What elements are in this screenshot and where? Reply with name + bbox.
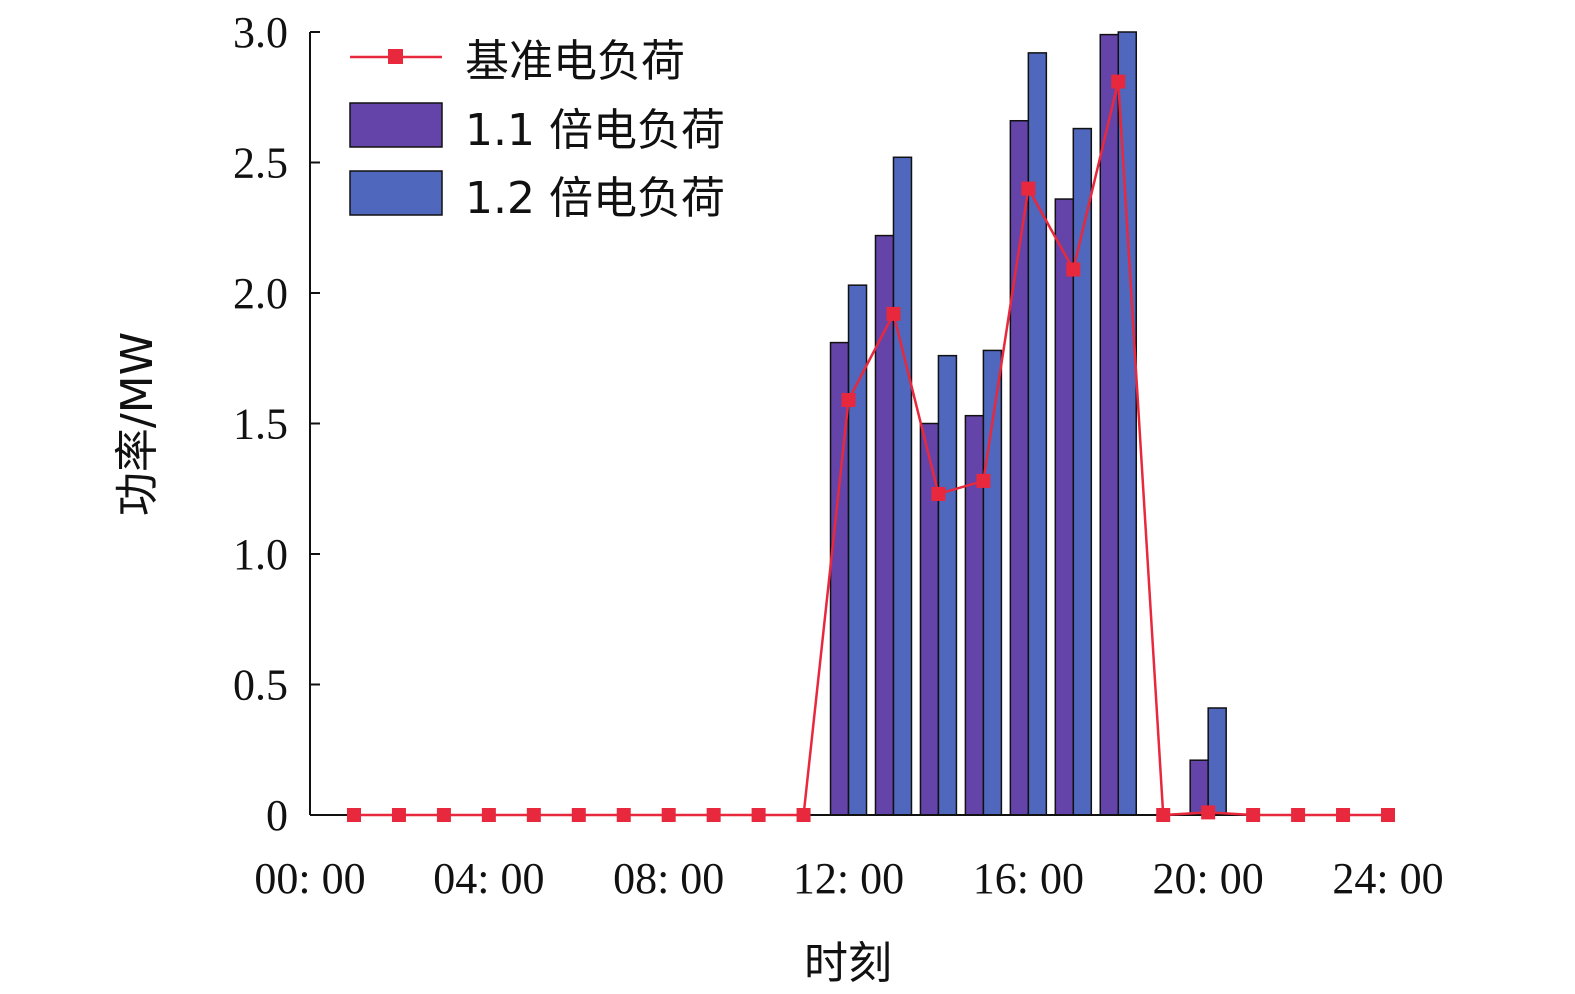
baseline-point bbox=[841, 393, 856, 408]
legend: 基准电负荷 1.1 倍电负荷 1.2 倍电负荷 bbox=[349, 36, 725, 224]
baseline-series-line bbox=[354, 81, 1388, 817]
legend-item-baseline: 基准电负荷 bbox=[350, 36, 685, 87]
baseline-point bbox=[1201, 805, 1216, 820]
bar-1-2x bbox=[847, 284, 868, 816]
baseline-point bbox=[1111, 74, 1126, 89]
y-tick-label: 0 bbox=[266, 791, 288, 840]
legend-bar-swatch-1-2x bbox=[349, 170, 443, 216]
baseline-point bbox=[391, 808, 406, 822]
x-tick-label: 24: 00 bbox=[1332, 854, 1443, 903]
x-tick-label: 20: 00 bbox=[1153, 854, 1264, 903]
baseline-point bbox=[436, 808, 451, 822]
baseline-point bbox=[751, 808, 766, 822]
legend-bar-swatch-1-1x bbox=[349, 102, 443, 148]
baseline-point bbox=[976, 473, 991, 488]
legend-item-1-1x: 1.1 倍电负荷 bbox=[349, 102, 725, 156]
baseline-point bbox=[886, 306, 901, 321]
legend-item-1-2x: 1.2 倍电负荷 bbox=[349, 170, 725, 224]
bar-1-2x bbox=[1207, 707, 1227, 816]
baseline-point bbox=[1246, 808, 1261, 822]
bar-1-2x bbox=[892, 156, 913, 816]
x-tick-label: 16: 00 bbox=[973, 854, 1084, 903]
bar-1-1x bbox=[1054, 198, 1075, 816]
baseline-point bbox=[661, 808, 676, 822]
baseline-point bbox=[1336, 808, 1351, 822]
baseline-point bbox=[481, 808, 496, 822]
y-axis-title: 功率/MW bbox=[112, 332, 163, 516]
x-tick-label: 00: 00 bbox=[254, 854, 365, 903]
baseline-point bbox=[1021, 181, 1036, 196]
bar-1-2x bbox=[937, 354, 958, 816]
bar-1-1x bbox=[1009, 119, 1030, 816]
y-tick-label: 1.5 bbox=[233, 400, 288, 449]
y-tick-label: 2.0 bbox=[233, 269, 288, 318]
legend-label-baseline: 基准电负荷 bbox=[465, 36, 685, 87]
baseline-point bbox=[706, 808, 721, 822]
bar-1-1x bbox=[1099, 33, 1120, 816]
y-tick-label: 1.0 bbox=[233, 530, 288, 579]
x-tick-label: 08: 00 bbox=[613, 854, 724, 903]
baseline-point bbox=[616, 808, 631, 822]
baseline-point bbox=[931, 486, 946, 501]
legend-label-1-1x: 1.1 倍电负荷 bbox=[465, 105, 725, 156]
baseline-point bbox=[1156, 808, 1171, 822]
line-layer bbox=[347, 74, 1395, 822]
bar-1-1x bbox=[874, 234, 895, 816]
baseline-point bbox=[1381, 808, 1395, 822]
baseline-point bbox=[796, 808, 811, 822]
baseline-point bbox=[526, 808, 541, 822]
bar-1-2x bbox=[1117, 31, 1138, 816]
ticks-layer: 0 0.5 1.0 1.5 2.0 2.5 3.0 00: 00 04: 00 08: 00 12:… bbox=[233, 8, 1444, 903]
bar-1-2x bbox=[1027, 52, 1048, 816]
x-tick-label: 12: 00 bbox=[793, 854, 904, 903]
baseline-point bbox=[347, 808, 361, 822]
x-axis-title: 时刻 bbox=[804, 938, 892, 989]
legend-marker-swatch bbox=[388, 49, 403, 64]
x-tick-label: 04: 00 bbox=[433, 854, 544, 903]
y-tick-label: 3.0 bbox=[233, 8, 288, 57]
baseline-point bbox=[571, 808, 586, 822]
y-tick-label: 0.5 bbox=[233, 661, 288, 710]
y-tick-label: 2.5 bbox=[233, 139, 288, 188]
bars-layer bbox=[829, 31, 1227, 816]
legend-label-1-2x: 1.2 倍电负荷 bbox=[465, 173, 725, 224]
baseline-point bbox=[1066, 262, 1081, 277]
baseline-point bbox=[1291, 808, 1306, 822]
